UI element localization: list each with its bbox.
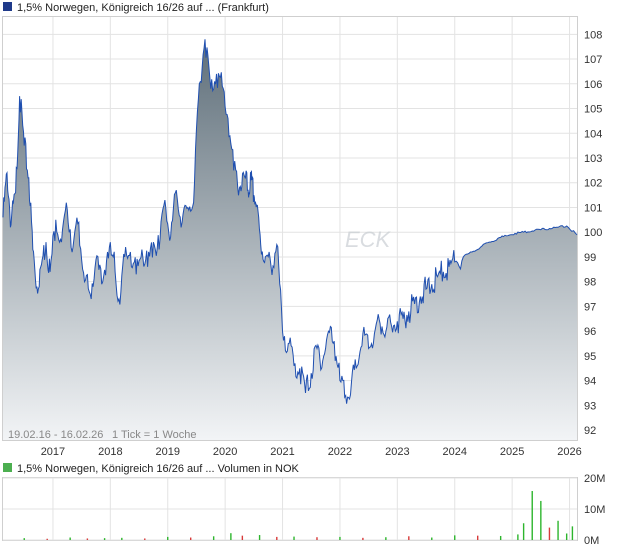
- price-y-tick-label: 105: [584, 104, 602, 116]
- price-y-tick-label: 107: [584, 54, 602, 66]
- volume-bar: [212, 536, 215, 540]
- price-x-tick-label: 2023: [385, 446, 409, 458]
- price-y-tick-label: 104: [584, 128, 602, 140]
- price-x-tick-label: 2022: [328, 446, 352, 458]
- price-x-tick-label: 2025: [500, 446, 524, 458]
- price-y-tick-label: 106: [584, 79, 602, 91]
- volume-bar: [517, 534, 519, 540]
- volume-grid: [3, 477, 577, 541]
- price-y-tick-label: 108: [584, 29, 602, 41]
- volume-y-tick-label: 10M: [584, 504, 605, 516]
- price-y-axis: 92 93 94 95 96 97 98 99 100 101 102 103 104 105 106 107…: [584, 29, 602, 437]
- price-x-tick-label: 2017: [41, 446, 65, 458]
- price-y-tick-label: 99: [584, 252, 596, 264]
- volume-bar: [362, 537, 364, 540]
- volume-bar: [339, 536, 341, 540]
- price-x-axis: 2017 2018 2019 2020 2021 2022 2023 2024 2025 2026: [41, 446, 582, 458]
- volume-bar: [293, 536, 295, 540]
- price-y-tick-label: 93: [584, 400, 596, 412]
- volume-bar: [276, 536, 278, 540]
- price-y-tick-label: 98: [584, 277, 596, 289]
- volume-bar: [499, 535, 502, 540]
- volume-bar: [241, 535, 244, 540]
- price-x-tick-label: 2021: [270, 446, 294, 458]
- price-y-tick-label: 95: [584, 351, 596, 363]
- volume-bar: [144, 538, 146, 540]
- price-y-tick-label: 97: [584, 301, 596, 313]
- volume-bar: [230, 533, 232, 540]
- volume-bar: [548, 527, 551, 540]
- volume-legend-swatch: [3, 463, 12, 472]
- price-x-tick-label: 2024: [442, 446, 466, 458]
- price-x-tick-label: 2019: [155, 446, 179, 458]
- volume-bar: [565, 533, 568, 540]
- volume-bars: [23, 491, 574, 540]
- price-legend-text: 1,5% Norwegen, Königreich 16/26 auf ... …: [17, 2, 269, 14]
- price-area: [3, 39, 577, 441]
- volume-bar: [121, 537, 123, 540]
- volume-bar: [454, 535, 456, 540]
- price-y-tick-label: 96: [584, 326, 596, 338]
- price-y-tick-label: 103: [584, 153, 602, 165]
- volume-bar: [557, 520, 559, 540]
- tick-note: 1 Tick = 1 Woche: [112, 429, 196, 441]
- price-y-tick-label: 94: [584, 376, 596, 388]
- price-y-tick-label: 100: [584, 227, 602, 239]
- price-x-tick-label: 2026: [557, 446, 581, 458]
- volume-bar: [385, 537, 387, 540]
- price-legend-swatch: [3, 2, 12, 11]
- price-y-tick-label: 92: [584, 425, 596, 437]
- volume-bar: [431, 537, 433, 540]
- volume-bar: [189, 537, 192, 540]
- volume-bar: [531, 491, 533, 540]
- volume-bar: [571, 526, 574, 540]
- volume-y-axis: 0M 10M 20M: [584, 473, 605, 547]
- volume-bar: [316, 537, 318, 540]
- price-panel-frame: [2, 16, 578, 441]
- volume-bar: [258, 535, 261, 540]
- volume-bar: [540, 500, 542, 540]
- volume-y-tick-label: 0M: [584, 535, 599, 546]
- volume-bar: [69, 537, 71, 540]
- volume-bar: [86, 538, 89, 540]
- volume-y-tick-label: 20M: [584, 473, 605, 485]
- price-line: [2, 39, 578, 404]
- price-x-tick-label: 2020: [213, 446, 237, 458]
- volume-bar: [408, 536, 410, 540]
- date-range-note: 19.02.16 - 16.02.26: [8, 429, 103, 441]
- volume-legend-text: 1,5% Norwegen, Königreich 16/26 auf ... …: [17, 463, 300, 475]
- volume-bar: [46, 538, 48, 540]
- volume-bar: [103, 538, 106, 540]
- volume-bar: [476, 535, 479, 540]
- price-x-tick-label: 2018: [98, 446, 122, 458]
- price-y-tick-label: 101: [584, 202, 602, 214]
- volume-bar: [23, 538, 25, 540]
- watermark-text: ECK: [345, 227, 392, 252]
- volume-bar: [522, 523, 525, 540]
- price-y-tick-label: 102: [584, 178, 602, 190]
- volume-bar: [167, 536, 169, 540]
